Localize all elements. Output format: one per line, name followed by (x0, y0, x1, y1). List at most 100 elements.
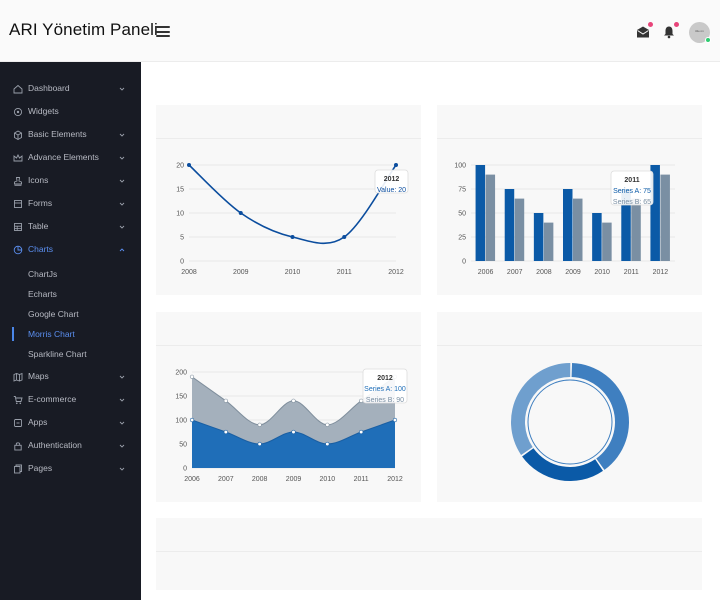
y-tick-label: 0 (183, 466, 187, 473)
bar-series-b (543, 222, 554, 261)
sidebar-item-apps[interactable]: Apps (0, 412, 141, 434)
sidebar-item-maps[interactable]: Maps (0, 366, 141, 388)
sidebar-item-label: Icons (28, 175, 49, 185)
chevron-down-icon (119, 375, 125, 379)
sidebar-subitem-morris-chart[interactable]: Morris Chart (0, 325, 141, 343)
bar-series-a (592, 213, 602, 261)
sidebar: Dashboard Widgets Basic Elements Advance El… (0, 62, 141, 600)
sidebar-item-label: Forms (28, 198, 53, 208)
bar-series-b (514, 198, 525, 261)
area-chart-card: 0 50 100 150 200 2006 2007 2008 2009 2010 2011 2012… (156, 312, 421, 502)
sidebar-subitem-echarts[interactable]: Echarts (0, 285, 141, 303)
menu-toggle-icon[interactable] (156, 26, 170, 37)
sidebar-item-label: Table (28, 221, 49, 231)
bar-series-a (504, 189, 515, 261)
notifications-icon[interactable] (662, 22, 679, 39)
bottom-card (156, 518, 702, 590)
line-point (238, 211, 243, 215)
area-point-a (359, 429, 364, 435)
y-tick-label: 100 (454, 163, 466, 170)
sidebar-item-forms[interactable]: Forms (0, 193, 141, 215)
card-header (437, 105, 702, 139)
donut-chart (511, 363, 629, 481)
sidebar-item-table[interactable]: Table (0, 216, 141, 238)
sidebar-item-advance-elements[interactable]: Advance Elements (0, 147, 141, 169)
chart-tooltip (374, 169, 409, 194)
sidebar-subitem-label: Sparkline Chart (28, 349, 87, 359)
tooltip-line: Series A: 100 (364, 386, 406, 393)
sidebar-item-charts[interactable]: Charts (0, 239, 141, 261)
top-header: ARI Yönetim Paneli title.im (0, 0, 720, 62)
x-tick-label: 2009 (286, 476, 302, 483)
sidebar-item-widgets[interactable]: Widgets (0, 101, 141, 123)
x-tick-label: 2007 (218, 476, 234, 483)
messages-icon[interactable] (636, 22, 653, 39)
area-point-b (325, 422, 330, 427)
sidebar-item-basic-elements[interactable]: Basic Elements (0, 124, 141, 146)
donut-slice (571, 363, 629, 470)
sidebar-subitem-sparkline-chart[interactable]: Sparkline Chart (0, 345, 141, 363)
sidebar-subitem-label: Google Chart (28, 309, 79, 319)
sidebar-item-pages[interactable]: Pages (0, 458, 141, 480)
x-tick-label: 2008 (181, 269, 197, 276)
tooltip-title: 2011 (624, 177, 639, 184)
home-icon (13, 84, 23, 94)
widgets-icon (13, 107, 23, 117)
line-point (290, 235, 295, 239)
tooltip-line: Value: 20 (377, 187, 406, 194)
chevron-down-icon (119, 179, 125, 183)
avatar-text: title.im (695, 29, 704, 33)
area-point-b (291, 398, 296, 403)
bar-series-a (621, 189, 631, 261)
notifications-badge (674, 22, 679, 27)
sidebar-item-icons[interactable]: Icons (0, 170, 141, 192)
y-tick-label: 15 (176, 187, 184, 194)
sidebar-item-dashboard[interactable]: Dashboard (0, 78, 141, 100)
chart-tooltip (362, 368, 408, 404)
sidebar-item-label: Basic Elements (28, 129, 87, 139)
x-tick-label: 2007 (507, 269, 523, 276)
sidebar-subitem-chartjs[interactable]: ChartJs (0, 265, 141, 283)
sidebar-item-label: Pages (28, 463, 53, 473)
tooltip-title: 2012 (377, 375, 393, 382)
y-tick-label: 50 (458, 211, 466, 218)
apps-icon (14, 419, 22, 427)
y-tick-label: 0 (180, 259, 184, 266)
tooltip-title: 2012 (384, 176, 400, 183)
sidebar-subitem-label: Morris Chart (28, 329, 75, 339)
area-point-a (325, 441, 330, 447)
x-tick-label: 2012 (387, 476, 403, 483)
sidebar-subitem-google-chart[interactable]: Google Chart (0, 305, 141, 323)
bar-series-a (650, 165, 660, 261)
chevron-down-icon (119, 156, 125, 160)
sidebar-subitem-label: ChartJs (28, 269, 58, 279)
chevron-down-icon (119, 133, 125, 137)
user-avatar[interactable]: title.im (689, 22, 711, 43)
chevron-up-icon (119, 248, 125, 252)
x-tick-label: 2008 (252, 476, 268, 483)
sidebar-item-label: Apps (28, 417, 48, 427)
line-chart-card: 0 5 10 15 20 2008 2009 2010 2011 2012 2012 Value: 2… (156, 105, 421, 295)
cart-icon (13, 396, 23, 405)
donut-inner-ring (527, 379, 613, 465)
line-point (342, 235, 347, 239)
bar-series-b (573, 198, 583, 261)
donut-slice (511, 363, 571, 455)
x-tick-label: 2010 (320, 476, 336, 483)
area-point-a (291, 429, 296, 435)
sidebar-item-e-commerce[interactable]: E-commerce (0, 389, 141, 411)
brand-title[interactable]: ARI Yönetim Paneli (9, 20, 158, 39)
y-tick-label: 0 (462, 259, 466, 266)
bar-series-b (631, 198, 641, 261)
x-tick-label: 2012 (653, 269, 669, 276)
tooltip-line: Series A: 75 (613, 188, 651, 195)
y-tick-label: 150 (175, 394, 187, 401)
sidebar-subitem-label: Echarts (28, 289, 57, 299)
x-tick-label: 2008 (536, 269, 552, 276)
y-tick-label: 20 (176, 163, 184, 170)
sidebar-item-label: Widgets (28, 106, 59, 116)
sidebar-item-authentication[interactable]: Authentication (0, 435, 141, 457)
sidebar-item-label: E-commerce (28, 394, 77, 404)
form-icon (14, 200, 22, 208)
messages-badge (648, 22, 653, 27)
